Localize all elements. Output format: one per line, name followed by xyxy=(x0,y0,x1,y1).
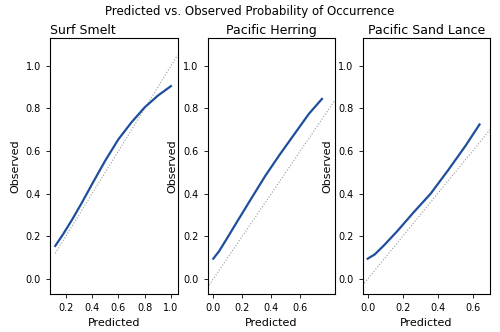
Y-axis label: Observed: Observed xyxy=(10,139,20,193)
X-axis label: Predicted: Predicted xyxy=(245,318,298,328)
X-axis label: Predicted: Predicted xyxy=(400,318,452,328)
Text: Predicted vs. Observed Probability of Occurrence: Predicted vs. Observed Probability of Oc… xyxy=(106,5,395,18)
Y-axis label: Observed: Observed xyxy=(322,139,332,193)
Y-axis label: Observed: Observed xyxy=(168,139,177,193)
Title: Pacific Sand Lance: Pacific Sand Lance xyxy=(368,24,485,37)
X-axis label: Predicted: Predicted xyxy=(88,318,140,328)
Title: Pacific Herring: Pacific Herring xyxy=(226,24,316,37)
Text: Surf Smelt: Surf Smelt xyxy=(50,24,116,37)
